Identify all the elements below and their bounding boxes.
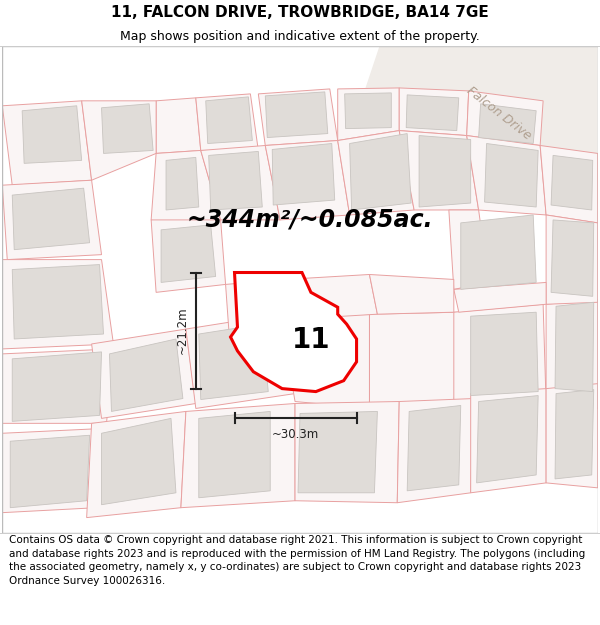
Polygon shape (298, 411, 377, 492)
Polygon shape (230, 272, 356, 392)
Polygon shape (419, 136, 470, 207)
Polygon shape (479, 104, 536, 144)
Polygon shape (449, 210, 488, 289)
Polygon shape (551, 220, 594, 296)
Polygon shape (101, 104, 153, 153)
Polygon shape (12, 264, 104, 339)
Polygon shape (12, 188, 89, 249)
Polygon shape (461, 215, 536, 289)
Polygon shape (406, 95, 459, 131)
Polygon shape (82, 101, 156, 180)
Polygon shape (370, 274, 454, 314)
Polygon shape (467, 136, 546, 215)
Text: 11: 11 (292, 326, 330, 354)
Polygon shape (467, 91, 543, 146)
Polygon shape (280, 314, 370, 409)
Polygon shape (454, 282, 546, 312)
Polygon shape (151, 151, 221, 230)
Polygon shape (272, 144, 335, 205)
Polygon shape (338, 131, 414, 215)
Polygon shape (295, 401, 399, 502)
Polygon shape (397, 399, 473, 502)
Polygon shape (338, 88, 399, 141)
Polygon shape (86, 411, 186, 518)
Polygon shape (101, 418, 176, 505)
Text: Falcon Drive: Falcon Drive (464, 84, 533, 143)
Polygon shape (370, 312, 459, 409)
Polygon shape (546, 299, 598, 409)
Polygon shape (359, 46, 598, 205)
Polygon shape (470, 389, 546, 492)
Polygon shape (206, 97, 253, 144)
Text: ~30.3m: ~30.3m (272, 428, 319, 441)
Polygon shape (546, 215, 598, 304)
Polygon shape (12, 352, 101, 421)
Polygon shape (201, 146, 280, 220)
Polygon shape (265, 92, 328, 138)
Polygon shape (540, 146, 598, 223)
Text: ~344m²/~0.085ac.: ~344m²/~0.085ac. (187, 208, 433, 232)
Polygon shape (555, 302, 594, 392)
Polygon shape (407, 406, 461, 491)
Polygon shape (196, 94, 259, 151)
Polygon shape (399, 131, 479, 210)
Polygon shape (551, 156, 593, 210)
Polygon shape (22, 106, 82, 163)
Polygon shape (199, 324, 268, 399)
Polygon shape (186, 314, 295, 409)
Polygon shape (166, 158, 199, 210)
Text: Contains OS data © Crown copyright and database right 2021. This information is : Contains OS data © Crown copyright and d… (9, 535, 585, 586)
Polygon shape (265, 141, 350, 220)
Polygon shape (2, 349, 113, 423)
Polygon shape (476, 396, 538, 483)
Polygon shape (156, 98, 201, 153)
Polygon shape (2, 259, 113, 349)
Polygon shape (485, 144, 538, 207)
Polygon shape (344, 93, 391, 129)
Polygon shape (109, 339, 183, 411)
Polygon shape (151, 220, 226, 292)
Polygon shape (161, 225, 215, 282)
Polygon shape (226, 279, 295, 354)
Polygon shape (2, 428, 106, 512)
Polygon shape (92, 329, 196, 418)
Polygon shape (470, 312, 538, 396)
Polygon shape (199, 411, 270, 498)
Polygon shape (555, 389, 594, 479)
Polygon shape (399, 88, 469, 136)
Polygon shape (350, 134, 411, 210)
Polygon shape (181, 404, 295, 508)
Text: ~21.2m: ~21.2m (175, 307, 188, 354)
Polygon shape (10, 435, 89, 508)
Text: Map shows position and indicative extent of the property.: Map shows position and indicative extent… (120, 29, 480, 42)
Text: 11, FALCON DRIVE, TROWBRIDGE, BA14 7GE: 11, FALCON DRIVE, TROWBRIDGE, BA14 7GE (111, 6, 489, 21)
Polygon shape (285, 274, 377, 319)
Polygon shape (209, 151, 262, 210)
Polygon shape (2, 180, 101, 259)
Polygon shape (546, 384, 598, 488)
Polygon shape (2, 101, 92, 185)
Polygon shape (259, 89, 338, 146)
Polygon shape (454, 304, 546, 409)
